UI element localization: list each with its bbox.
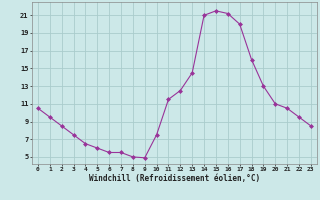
X-axis label: Windchill (Refroidissement éolien,°C): Windchill (Refroidissement éolien,°C) bbox=[89, 174, 260, 183]
